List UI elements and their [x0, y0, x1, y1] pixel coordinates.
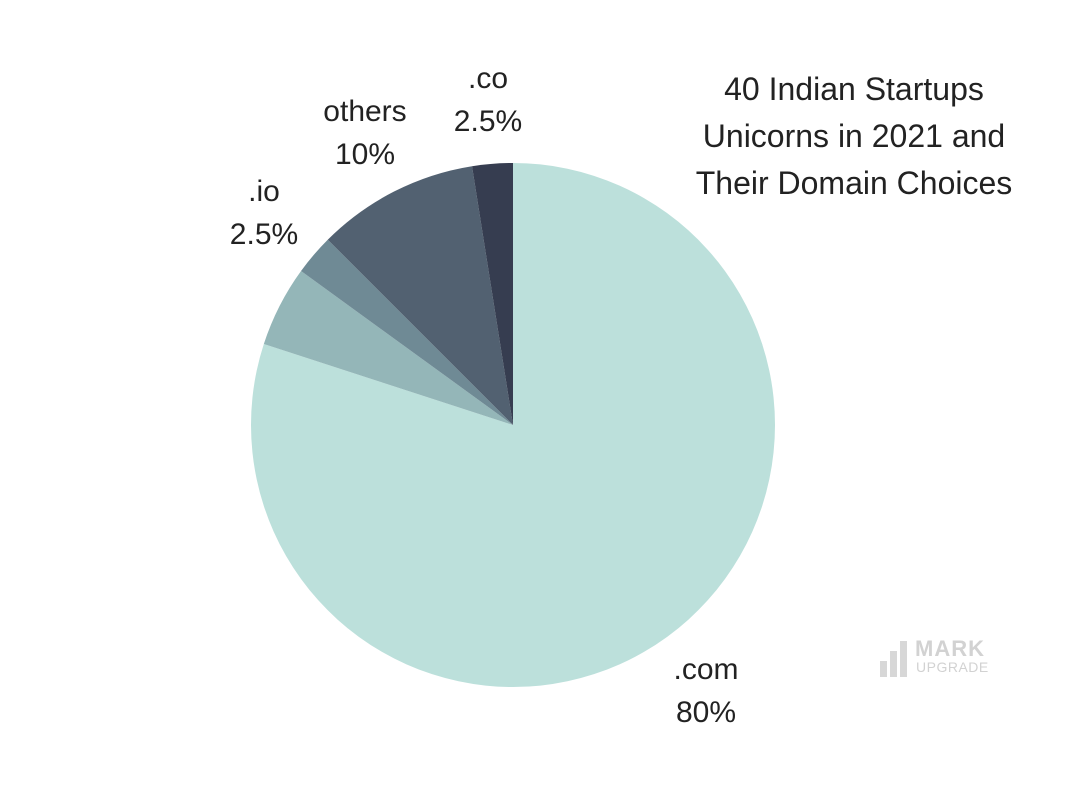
slice-label-co-name: .co	[467, 62, 509, 95]
pie-slice-io-2	[301, 239, 513, 425]
slice-label-others: others 10%	[285, 90, 445, 176]
slice-label-co-value: 2.5%	[453, 105, 523, 138]
chart-title-line-2: Unicorns in 2021 and	[702, 118, 1006, 154]
brand-logo: MARK UPGRADE	[878, 637, 1008, 681]
slice-label-io: .io 2.5%	[184, 170, 344, 256]
slice-label-com-name: .com	[673, 653, 739, 686]
pie-slice-co-4	[472, 163, 513, 425]
bar-chart-icon	[878, 641, 912, 677]
logo-word-mark: MARK	[915, 636, 985, 661]
chart-title: 40 Indian Startups Unicorns in 2021 and …	[672, 66, 1036, 207]
slice-label-io-name: .io	[248, 175, 280, 208]
pie-slice-others-3	[327, 166, 513, 426]
chart-title-line-1: 40 Indian Startups	[724, 71, 984, 107]
pie-slices	[250, 163, 776, 687]
slice-label-io-value: 2.5%	[229, 218, 299, 251]
slice-label-others-name: others	[323, 95, 407, 128]
slice-label-others-value: 10%	[334, 138, 396, 171]
slice-label-co: .co 2.5%	[408, 57, 568, 143]
chart-title-line-3: Their Domain Choices	[695, 165, 1013, 201]
logo-word-upgrade: UPGRADE	[916, 659, 989, 675]
slice-label-com-value: 80%	[675, 696, 737, 729]
pie-slice-unlabeled-1	[263, 271, 513, 425]
slice-label-com: .com 80%	[626, 648, 786, 734]
